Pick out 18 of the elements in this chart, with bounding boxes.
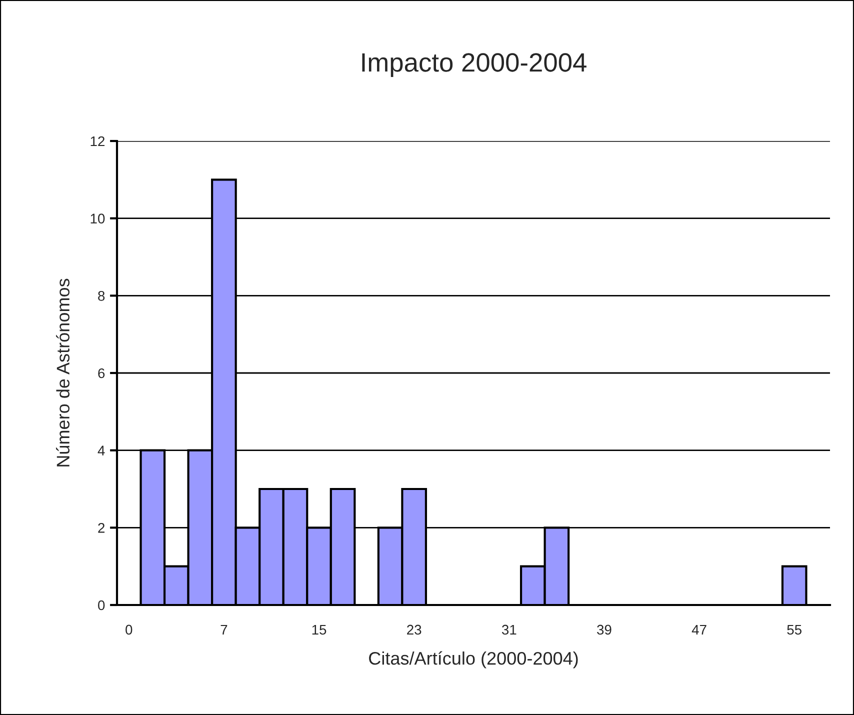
y-tick-label: 8: [98, 291, 105, 301]
x-tick-label: 47: [692, 624, 706, 635]
y-tick-label: 4: [98, 446, 105, 456]
x-axis-title: Citas/Artículo (2000-2004): [369, 651, 578, 668]
y-tick-label: 2: [98, 523, 104, 533]
chart-title: Impacto 2000-2004: [362, 53, 586, 78]
x-tick-label: 0: [126, 624, 132, 635]
x-tick-label: 15: [312, 624, 326, 635]
y-tick-label: 12: [90, 136, 104, 146]
y-tick-label: 10: [90, 214, 105, 224]
x-tick-label: 55: [787, 624, 802, 635]
x-tick-label: 23: [407, 624, 422, 635]
y-tick-label: 0: [98, 600, 105, 610]
y-axis-title: Número de Astrónomos: [56, 278, 70, 466]
x-tick-label: 7: [220, 624, 228, 635]
x-tick-label: 31: [502, 624, 516, 635]
y-tick-label: 6: [98, 368, 105, 378]
x-tick-label: 39: [597, 624, 612, 635]
